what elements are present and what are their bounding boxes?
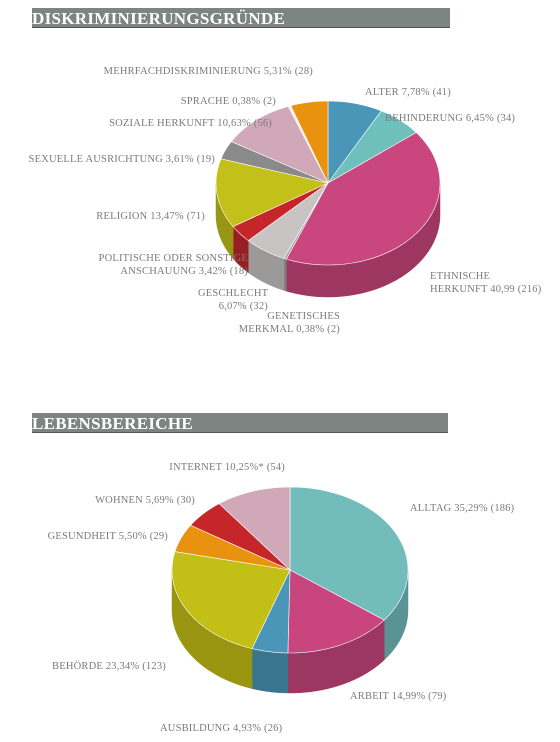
slice-label: BEHÖRDE 23,34% (123) [52, 660, 252, 673]
category-name: GESCHLECHT [198, 288, 269, 299]
count-label: (79) [428, 691, 447, 702]
category-name: RELIGION [96, 211, 148, 222]
slice [174, 524, 291, 571]
value-label: 35,29% [454, 503, 488, 514]
value-label: 5,31% [263, 66, 292, 77]
slice-label: GESCHLECHT 6,07% (32) [198, 287, 268, 313]
count-label: (71) [186, 211, 205, 222]
slice [230, 105, 329, 184]
value-label: 14,99% [391, 691, 426, 702]
slice [327, 110, 417, 184]
value-label: 5,50% [118, 531, 147, 542]
slice [327, 100, 382, 184]
count-label: (29) [149, 531, 168, 542]
slice [232, 182, 329, 241]
slice-label: AUSBILDUNG 4,93% (26) [160, 722, 360, 735]
value-label: 10,25%* [224, 462, 264, 473]
count-label: (32) [249, 301, 268, 312]
category-name: ALLTAG [410, 503, 452, 514]
category-name: BEHINDERUNG [385, 113, 464, 124]
category-name: GENETISCHES MERKMAL [238, 311, 340, 335]
slice-side [283, 258, 287, 292]
slice [215, 158, 329, 227]
value-label: 0,38% [232, 96, 261, 107]
slice [290, 100, 329, 184]
category-name: AUSBILDUNG [160, 723, 231, 734]
slice-label: ARBEIT 14,99% (79) [350, 690, 510, 703]
value-label: 6,45% [465, 113, 494, 124]
category-name: SEXUELLE AUSRICHTUNG [28, 154, 163, 165]
slice [247, 182, 329, 259]
value-label: 23,34% [105, 661, 140, 672]
value-label: 40,99 [490, 284, 515, 295]
category-name: ARBEIT [350, 691, 389, 702]
slice-label: ETHNISCHE HERKUNFT 40,99 (216) [430, 270, 545, 296]
count-label: (2) [327, 324, 340, 335]
count-label: (56) [253, 118, 272, 129]
slice [289, 486, 409, 621]
slice-label: GENETISCHES MERKMAL 0,38% (2) [210, 310, 340, 336]
value-label: 4,93% [233, 723, 262, 734]
slice-label: MEHRFACHDISKRIMINIERUNG 5,31% (28) [53, 65, 313, 78]
slice-label: SPRACHE 0,38% (2) [116, 95, 276, 108]
category-name: POLITISCHE ODER SONSTIGE ANSCHAUUNG [98, 253, 248, 277]
slice-label: ALLTAG 35,29% (186) [410, 502, 520, 515]
slice-label: BEHINDERUNG 6,45% (34) [385, 112, 545, 125]
slice-label: INTERNET 10,25%* (54) [65, 461, 285, 474]
category-name: ALTER [365, 87, 399, 98]
value-label: 10,63% [217, 118, 251, 129]
slice [251, 569, 291, 654]
slice-label: SEXUELLE AUSRICHTUNG 3,61% (19) [5, 153, 215, 166]
count-label: (216) [517, 284, 542, 295]
slice-label: WOHNEN 5,69% (30) [35, 494, 195, 507]
category-name: INTERNET [169, 462, 223, 473]
count-label: (123) [142, 661, 166, 672]
value-label: 0,38% [296, 324, 325, 335]
value-label: 7,78% [401, 87, 430, 98]
value-label: 3,42% [198, 266, 227, 277]
category-name: SPRACHE [180, 96, 230, 107]
slice-label: SOZIALE HERKUNFT 10,63% (56) [52, 117, 272, 130]
slice [285, 132, 441, 266]
category-name: BEHÖRDE [52, 661, 103, 672]
count-label: (186) [490, 503, 515, 514]
count-label: (28) [294, 66, 313, 77]
slice-label: POLITISCHE ODER SONSTIGE ANSCHAUUNG 3,42… [33, 252, 248, 278]
count-label: (19) [196, 154, 215, 165]
count-label: (54) [266, 462, 285, 473]
slice [220, 141, 329, 184]
category-name: GESUNDHEIT [47, 531, 116, 542]
slice-side [251, 648, 289, 694]
count-label: (2) [263, 96, 276, 107]
slice [218, 486, 291, 571]
category-name: SOZIALE HERKUNFT [109, 118, 215, 129]
slice [287, 569, 385, 654]
value-label: 13,47% [150, 211, 184, 222]
category-name: WOHNEN [95, 495, 143, 506]
count-label: (18) [229, 266, 248, 277]
slice-label: GESUNDHEIT 5,50% (29) [8, 530, 168, 543]
chart-title: LEBENSBEREICHE [32, 413, 448, 433]
value-label: 6,07% [218, 301, 247, 312]
count-label: (41) [432, 87, 451, 98]
slice [190, 503, 291, 571]
value-label: 5,69% [145, 495, 174, 506]
slice [171, 551, 291, 649]
count-label: (26) [264, 723, 283, 734]
value-label: 3,61% [165, 154, 194, 165]
count-label: (34) [496, 113, 516, 124]
slice-label: RELIGION 13,47% (71) [5, 210, 205, 223]
chart-title: DISKRIMINIERUNGSGRÜNDE [32, 8, 450, 28]
category-name: MEHRFACHDISKRIMINIERUNG [103, 66, 261, 77]
count-label: (30) [176, 495, 195, 506]
category-name: ETHNISCHE HERKUNFT [430, 271, 491, 295]
slice-label: ALTER 7,78% (41) [365, 86, 525, 99]
